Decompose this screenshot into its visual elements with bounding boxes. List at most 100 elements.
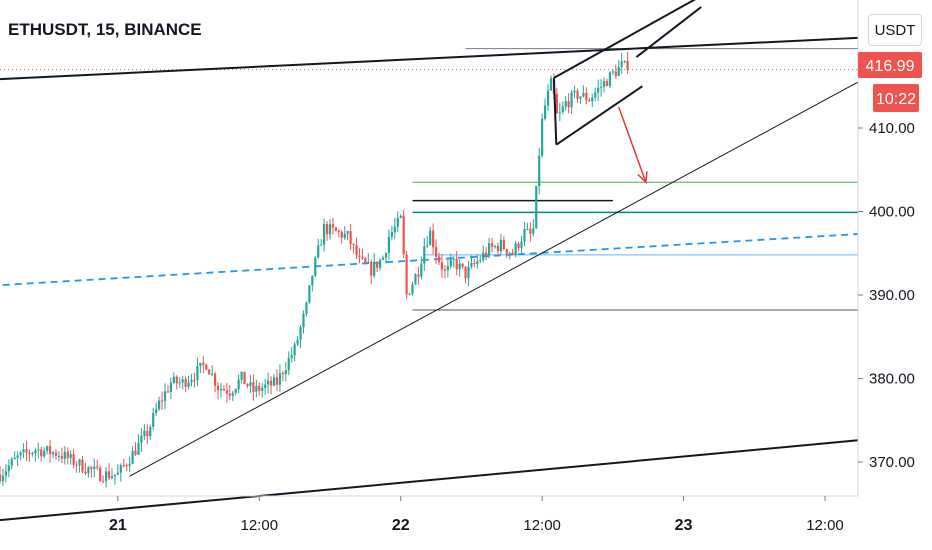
candle-body [461, 263, 464, 267]
candle-body [517, 243, 520, 248]
candle-body [558, 112, 561, 114]
candle-body [505, 249, 508, 254]
candle-body [119, 465, 122, 473]
x-tick-label: 12:00 [241, 517, 279, 534]
candle-body [222, 388, 226, 391]
candle-body [228, 393, 231, 396]
candle-body [308, 285, 311, 303]
candle-body [490, 243, 494, 247]
candle-body [340, 231, 343, 238]
candle-body [252, 382, 255, 392]
candle-body [352, 244, 355, 246]
candle-body [84, 471, 87, 474]
candle-body [269, 380, 273, 386]
candle-body [317, 245, 320, 258]
candle-body [234, 389, 237, 393]
candle-body [155, 409, 158, 413]
candle-body [16, 455, 19, 458]
candle-body [293, 344, 296, 356]
candle-body [434, 247, 438, 257]
candle-body [72, 454, 75, 465]
candle-body [116, 472, 119, 475]
candle-body [334, 227, 337, 232]
candle-body [325, 224, 329, 235]
candle-body [523, 228, 526, 242]
candle-body [482, 252, 485, 261]
candle-body [573, 90, 576, 93]
candle-body [160, 400, 164, 402]
candle-body [555, 93, 558, 114]
candle-body [470, 262, 473, 267]
candle-body [193, 379, 196, 381]
candle-body [520, 241, 523, 248]
candle-body [449, 259, 452, 267]
candle-body [358, 255, 361, 257]
candle-body [90, 467, 93, 470]
candle-body [107, 471, 111, 479]
candle-body [208, 369, 211, 375]
candle-body [508, 252, 511, 254]
candle-body [278, 373, 282, 385]
currency-button[interactable]: USDT [868, 14, 922, 46]
candle-body [538, 155, 541, 187]
candle-body [455, 258, 458, 270]
candle-body [40, 449, 43, 457]
x-tick-label: 22 [392, 517, 410, 534]
candle-body [163, 391, 167, 401]
candle-body [175, 376, 178, 384]
candle-body [46, 446, 49, 451]
candle-body [488, 243, 491, 256]
candle-body [66, 451, 69, 459]
candle-body [620, 61, 623, 67]
rising-support-line [129, 81, 859, 477]
candle-body [576, 90, 579, 99]
candle-body [411, 284, 414, 294]
candle-body [381, 257, 385, 260]
last-price-badge [858, 52, 922, 78]
candle-body [526, 228, 529, 230]
candle-body [178, 382, 181, 384]
candle-body [561, 106, 564, 113]
candle-body [614, 71, 617, 76]
candle-body [1, 475, 5, 482]
candle-body [211, 373, 214, 375]
candle-body [429, 230, 432, 246]
candle-body [387, 236, 391, 254]
x-tick-label: 12:00 [806, 517, 844, 534]
candle-body [611, 71, 614, 73]
candle-body [473, 262, 476, 264]
candle-body [532, 228, 535, 234]
candle-body [467, 266, 470, 279]
candle-body [287, 357, 290, 371]
candle-body [113, 474, 117, 477]
candle-body [420, 263, 423, 277]
candle-countdown-badge [873, 84, 919, 112]
y-tick-label: 370.00 [869, 454, 915, 471]
candle-body [78, 459, 81, 466]
candle-body [361, 256, 364, 259]
candle-body [602, 81, 606, 87]
candle-body [514, 243, 517, 255]
candle-body [567, 101, 570, 108]
symbol-title[interactable]: ETHUSDT, 15, BINANCE [8, 20, 202, 39]
candle-body [432, 230, 435, 248]
candle-body [272, 377, 276, 386]
wedge-lower-line [555, 85, 643, 146]
candle-body [349, 231, 352, 245]
candle-body [597, 87, 600, 93]
candle-body [258, 385, 261, 391]
candle-body [378, 259, 382, 268]
candle-body [25, 449, 28, 453]
candle-body [423, 246, 426, 264]
candle-body [594, 92, 597, 98]
candle-body [476, 261, 479, 264]
candle-body [390, 232, 393, 237]
candle-body [264, 384, 267, 388]
candle-body [493, 246, 497, 248]
candle-body [240, 371, 243, 380]
candle-body [281, 373, 284, 375]
candle-body [152, 412, 155, 427]
candle-body [396, 217, 399, 227]
candle-body [367, 261, 370, 263]
